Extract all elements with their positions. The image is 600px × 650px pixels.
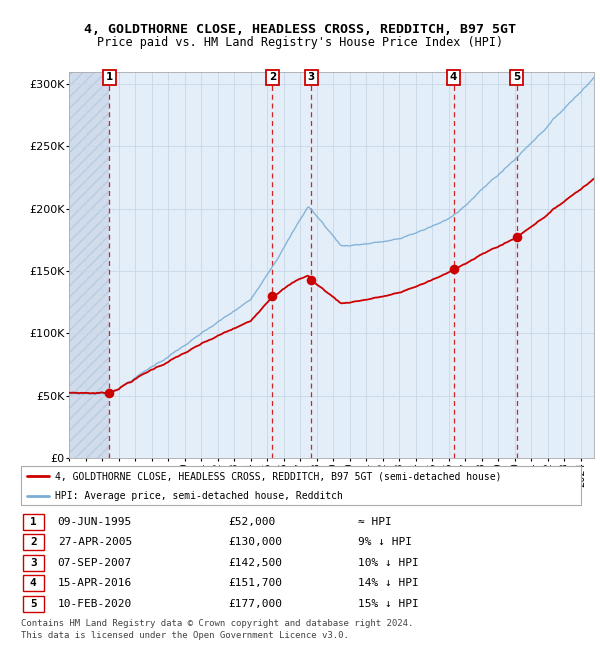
Text: 5: 5: [30, 599, 37, 609]
Text: 4, GOLDTHORNE CLOSE, HEADLESS CROSS, REDDITCH, B97 5GT (semi-detached house): 4, GOLDTHORNE CLOSE, HEADLESS CROSS, RED…: [55, 471, 502, 481]
Text: 3: 3: [308, 72, 315, 83]
Text: ≈ HPI: ≈ HPI: [358, 517, 392, 526]
Text: 14% ↓ HPI: 14% ↓ HPI: [358, 578, 419, 588]
Text: 4: 4: [450, 72, 457, 83]
Point: [268, 291, 277, 301]
Point: [104, 388, 114, 398]
FancyBboxPatch shape: [23, 534, 44, 551]
Text: £151,700: £151,700: [228, 578, 282, 588]
Text: 15% ↓ HPI: 15% ↓ HPI: [358, 599, 419, 609]
Point: [449, 264, 458, 274]
FancyBboxPatch shape: [23, 555, 44, 571]
Text: HPI: Average price, semi-detached house, Redditch: HPI: Average price, semi-detached house,…: [55, 491, 343, 500]
Text: 9% ↓ HPI: 9% ↓ HPI: [358, 538, 412, 547]
Text: £130,000: £130,000: [228, 538, 282, 547]
Text: £52,000: £52,000: [228, 517, 275, 526]
FancyBboxPatch shape: [23, 596, 44, 612]
Text: £142,500: £142,500: [228, 558, 282, 568]
FancyBboxPatch shape: [23, 514, 44, 530]
Text: 1: 1: [106, 72, 113, 83]
FancyBboxPatch shape: [23, 575, 44, 592]
Text: 10-FEB-2020: 10-FEB-2020: [58, 599, 132, 609]
Text: 2: 2: [269, 72, 276, 83]
Text: 1: 1: [30, 517, 37, 526]
Text: This data is licensed under the Open Government Licence v3.0.: This data is licensed under the Open Gov…: [21, 630, 349, 640]
Text: 2: 2: [30, 538, 37, 547]
Point: [307, 275, 316, 285]
Text: 07-SEP-2007: 07-SEP-2007: [58, 558, 132, 568]
Text: 10% ↓ HPI: 10% ↓ HPI: [358, 558, 419, 568]
Text: £177,000: £177,000: [228, 599, 282, 609]
FancyBboxPatch shape: [21, 467, 581, 505]
Text: 5: 5: [513, 72, 520, 83]
Text: 4, GOLDTHORNE CLOSE, HEADLESS CROSS, REDDITCH, B97 5GT: 4, GOLDTHORNE CLOSE, HEADLESS CROSS, RED…: [84, 23, 516, 36]
Text: 15-APR-2016: 15-APR-2016: [58, 578, 132, 588]
Text: Price paid vs. HM Land Registry's House Price Index (HPI): Price paid vs. HM Land Registry's House …: [97, 36, 503, 49]
Text: 09-JUN-1995: 09-JUN-1995: [58, 517, 132, 526]
Text: 4: 4: [30, 578, 37, 588]
Text: Contains HM Land Registry data © Crown copyright and database right 2024.: Contains HM Land Registry data © Crown c…: [21, 619, 413, 628]
Point: [512, 232, 521, 242]
Text: 3: 3: [30, 558, 37, 568]
Text: 27-APR-2005: 27-APR-2005: [58, 538, 132, 547]
